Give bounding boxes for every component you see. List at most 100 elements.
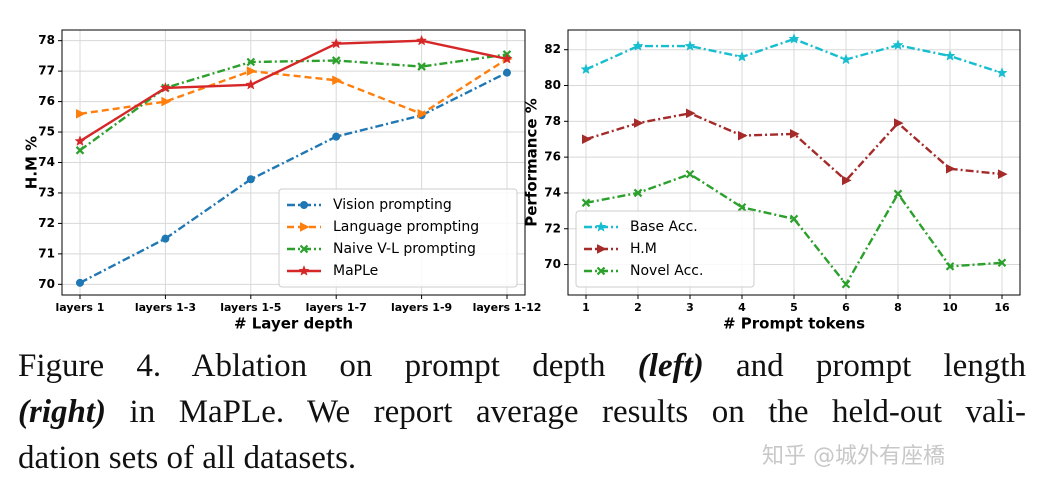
legend-box	[278, 188, 518, 288]
y-axis-label: Performance %	[523, 98, 541, 227]
x-tick-label: 5	[790, 301, 798, 314]
caption-text: in MaPLe. We report average results on t…	[106, 394, 1026, 430]
series-line	[585, 172, 1003, 287]
marker	[737, 202, 747, 212]
marker	[842, 175, 852, 186]
figure: 70 71 72 73 74 75 76 77 78 layers 1 layers 1-3 laye…	[23, 29, 1021, 333]
y-tick-label: 82	[544, 42, 561, 56]
y-tick-label: 71	[38, 246, 55, 260]
marker	[161, 234, 170, 243]
marker	[161, 96, 172, 107]
x-tick-label: layers 1-9	[391, 301, 452, 314]
plot-frame	[567, 29, 1021, 296]
x-tick-label: layers 1-5	[220, 301, 281, 314]
marker	[634, 118, 644, 128]
y-tick-label: 70	[544, 257, 561, 271]
legend-box	[575, 210, 755, 288]
marker	[841, 279, 851, 289]
marker	[595, 221, 607, 232]
x-tick-label: 16	[994, 301, 1010, 314]
marker	[685, 169, 695, 179]
marker	[300, 201, 308, 209]
marker	[840, 53, 852, 65]
marker	[417, 62, 426, 71]
marker	[788, 33, 800, 44]
marker	[946, 163, 956, 174]
marker	[159, 81, 171, 93]
marker	[944, 50, 956, 61]
caption-text: and prompt length	[703, 348, 1026, 384]
marker	[684, 40, 696, 51]
marker	[299, 244, 309, 254]
marker	[246, 175, 255, 184]
marker	[416, 34, 428, 46]
y-tick-label: 72	[544, 221, 561, 235]
marker	[298, 265, 310, 276]
caption-emphasis: (left)	[637, 348, 704, 384]
x-tick-label: 1	[582, 301, 590, 314]
marker	[736, 50, 748, 62]
legend-label: Naive V-L prompting	[333, 241, 476, 257]
marker	[893, 189, 903, 199]
marker	[998, 169, 1008, 179]
x-axis-label: # Layer depth	[234, 315, 353, 333]
legend-label: Base Acc.	[630, 219, 698, 235]
marker	[246, 66, 257, 76]
marker	[996, 67, 1008, 78]
series-line	[79, 53, 508, 152]
marker	[790, 129, 800, 139]
caption-line: dation sets of all datasets.	[18, 440, 1026, 477]
marker	[945, 262, 955, 271]
plot-frame	[61, 29, 526, 296]
watermark: 知乎 @城外有座橋	[762, 444, 945, 469]
marker	[632, 40, 644, 51]
marker	[501, 52, 513, 64]
marker	[597, 244, 607, 254]
x-tick-label: 8	[894, 301, 902, 314]
x-tick-label: 10	[942, 301, 958, 314]
y-tick-label: 74	[38, 155, 55, 169]
y-tick-label: 73	[38, 185, 55, 199]
x-axis-label: # Prompt tokens	[723, 315, 865, 333]
legend-label: Novel Acc.	[630, 263, 703, 279]
caption-emphasis: (right)	[18, 394, 107, 430]
y-tick-label: 76	[38, 94, 55, 108]
marker	[417, 108, 428, 119]
caption-text: Figure 4. Ablation on prompt depth	[18, 348, 638, 384]
x-tick-label: 6	[842, 301, 850, 314]
x-tick-label: layers 1-7	[306, 301, 367, 314]
marker	[596, 266, 606, 276]
series-line	[79, 57, 508, 116]
marker	[246, 57, 256, 67]
y-tick-label: 72	[38, 216, 55, 230]
marker	[738, 130, 748, 141]
marker	[74, 135, 86, 146]
marker	[503, 68, 511, 77]
caption-line: (right) in MaPLe. We report average resu…	[18, 394, 1026, 431]
marker	[76, 108, 86, 119]
caption-line: Figure 4. Ablation on prompt depth (left…	[18, 348, 1026, 385]
marker	[633, 188, 643, 198]
series-line	[79, 71, 508, 284]
x-tick-label: 2	[634, 301, 642, 314]
marker	[892, 39, 904, 50]
x-tick-label: layers 1-3	[135, 301, 196, 314]
y-axis-label: H.M %	[23, 136, 41, 189]
marker	[330, 37, 342, 49]
marker	[582, 134, 592, 145]
marker	[76, 278, 84, 287]
marker	[686, 108, 696, 119]
marker	[332, 75, 342, 86]
marker	[581, 198, 591, 208]
marker	[997, 258, 1007, 268]
marker	[331, 56, 341, 65]
y-tick-label: 75	[38, 125, 55, 139]
y-tick-label: 70	[38, 277, 55, 291]
y-tick-label: 74	[544, 185, 561, 199]
marker	[894, 118, 904, 128]
series-line	[79, 39, 508, 143]
marker	[75, 146, 85, 155]
x-tick-label: 4	[738, 301, 746, 314]
marker	[332, 132, 341, 141]
